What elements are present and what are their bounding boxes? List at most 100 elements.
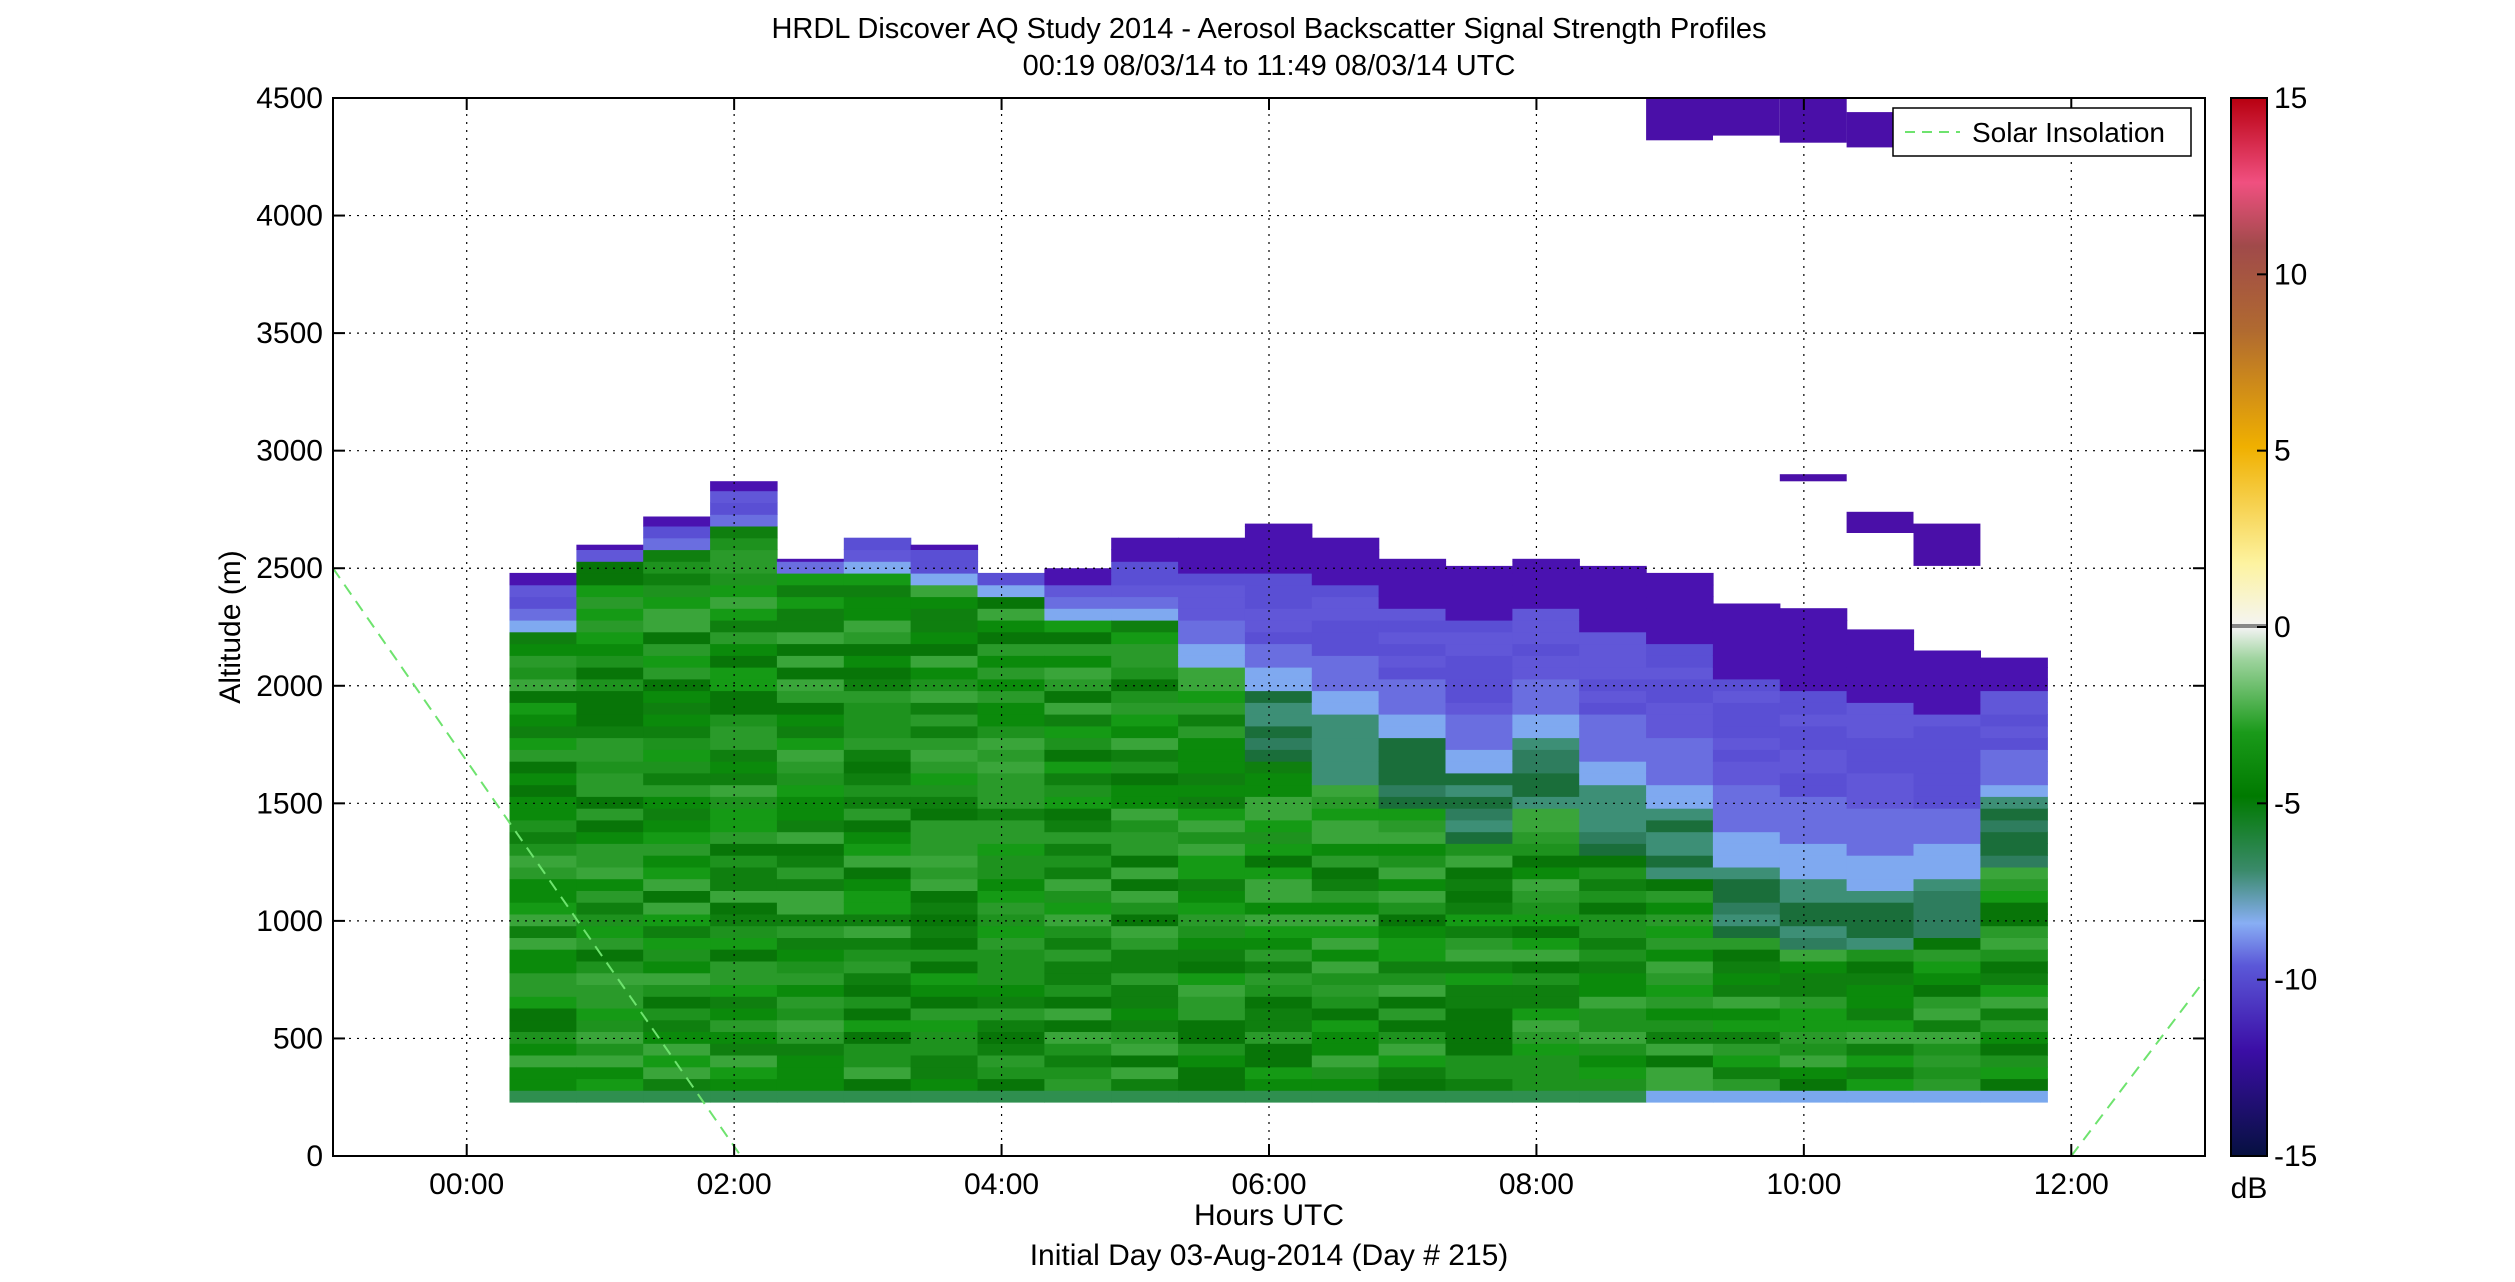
profile-cell	[710, 655, 778, 668]
profile-cell	[1846, 655, 1915, 668]
profile-cell	[1913, 808, 1981, 821]
profile-cell	[1378, 1019, 1447, 1032]
profile-cell	[843, 549, 912, 562]
profile-cell	[1445, 655, 1513, 668]
profile-cell	[1445, 1019, 1513, 1032]
profile-cell	[1579, 1019, 1647, 1032]
profile-cell	[1178, 1007, 1246, 1021]
profile-cell	[1779, 902, 1848, 915]
profile-cell	[1712, 749, 1781, 762]
profile-cell	[576, 972, 644, 985]
upper-layer-patch	[1779, 474, 1847, 482]
profile-cell	[1445, 749, 1513, 762]
profile-cell	[643, 761, 711, 774]
profile-cell	[643, 902, 711, 915]
profile-cell	[1044, 831, 1112, 844]
profile-cell	[1779, 702, 1848, 715]
profile-cell	[910, 913, 979, 927]
profile-cell	[1111, 725, 1179, 739]
profile-cell	[1779, 1007, 1848, 1021]
profile-cell	[910, 619, 979, 633]
profile-cell	[776, 608, 845, 621]
profile-cell	[1044, 761, 1112, 774]
profile-cell	[1044, 843, 1112, 856]
profile-cell	[1512, 737, 1580, 750]
profile-cell	[977, 1066, 1045, 1080]
profile-cell	[1712, 1066, 1781, 1080]
profile-cell	[776, 972, 845, 985]
profile-cell	[1044, 690, 1112, 703]
profile-cell	[977, 913, 1045, 927]
profile-cell	[1579, 831, 1647, 844]
profile-cell	[1512, 996, 1580, 1009]
profile-cell	[1579, 584, 1647, 598]
profile-cell	[910, 1066, 979, 1080]
profile-cell	[1913, 890, 1981, 903]
profile-cell	[1378, 619, 1447, 633]
profile-cell	[576, 702, 644, 715]
profile-cell	[1646, 808, 1714, 821]
profile-cell	[1913, 702, 1981, 715]
profile-cell	[1579, 643, 1647, 656]
profile-cell	[1311, 902, 1380, 915]
profile-cell	[910, 544, 979, 550]
profile-cell	[843, 737, 912, 750]
profile-cell	[1378, 1031, 1447, 1044]
profile-cell	[1646, 878, 1714, 891]
profile-cell	[1980, 878, 2048, 891]
profile-cell	[1579, 855, 1647, 868]
profile-cell	[576, 925, 644, 938]
profile-cell	[1378, 561, 1447, 574]
profile-cell	[910, 843, 979, 856]
profile-cell	[1044, 667, 1112, 680]
profile-cell	[1311, 890, 1380, 903]
profile-cell	[1512, 1066, 1580, 1080]
profile-cell	[776, 737, 845, 750]
profile-cell	[1445, 737, 1513, 750]
profile-cell	[1712, 937, 1781, 950]
profile-cell	[710, 596, 778, 609]
profile-cell	[1044, 1054, 1112, 1068]
profile-cell	[710, 572, 778, 586]
profile-cell	[1512, 643, 1580, 656]
profile-cell	[1178, 772, 1246, 786]
profile-cell	[710, 984, 778, 997]
profile-cell	[1111, 1066, 1179, 1080]
profile-cell	[1980, 690, 2048, 703]
profile-cell	[643, 831, 711, 844]
profile-cell	[910, 702, 979, 715]
profile-cell	[1712, 643, 1781, 656]
profile-cell	[1378, 855, 1447, 868]
profile-cell	[1178, 960, 1246, 974]
profile-cell	[643, 561, 711, 574]
profile-cell	[1646, 855, 1714, 868]
profile-cell	[1244, 725, 1313, 739]
profile-cell	[1111, 1031, 1179, 1044]
profile-cell	[1579, 572, 1647, 586]
profile-cell	[576, 690, 644, 703]
profile-cell	[776, 808, 845, 821]
profile-cell	[509, 572, 577, 586]
profile-cell	[1646, 608, 1714, 621]
profile-cell	[1378, 913, 1447, 927]
profile-cell	[1311, 996, 1380, 1009]
profile-cell	[509, 866, 577, 880]
profile-cell	[843, 631, 912, 645]
profile-cell	[843, 772, 912, 786]
profile-cell	[1779, 831, 1848, 844]
profile-cell	[1445, 866, 1513, 880]
profile-cell	[1579, 925, 1647, 938]
profile-cell	[1980, 960, 2048, 974]
profile-cell	[1579, 784, 1647, 797]
profile-cell	[1646, 631, 1714, 645]
profile-cell	[910, 855, 979, 868]
profile-cell	[1044, 702, 1112, 715]
profile-cell	[710, 866, 778, 880]
profile-cell	[1178, 831, 1246, 844]
profile-cell	[643, 796, 711, 809]
profile-cell	[843, 831, 912, 844]
profile-cell	[1178, 984, 1246, 997]
profile-cell	[576, 937, 644, 950]
profile-cell	[576, 949, 644, 962]
profile-cell	[1244, 619, 1313, 633]
